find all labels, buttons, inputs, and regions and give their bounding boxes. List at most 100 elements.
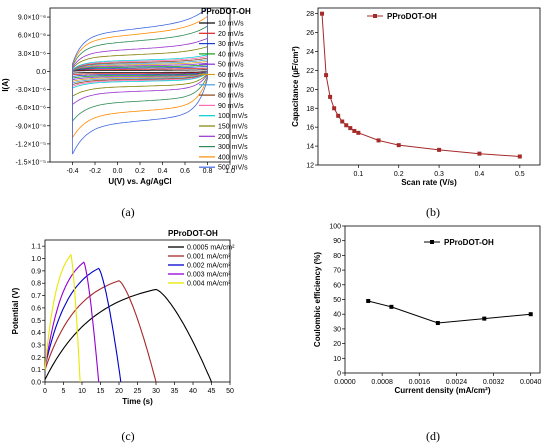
data-point [366,298,371,303]
data-point [376,138,381,143]
x-tick-label: 0.8 [203,168,213,175]
y-tick-label: 1.0 [31,256,41,263]
x-tick-label: 0.0024 [446,379,468,386]
data-point [517,154,522,159]
y-tick-label: 20 [306,87,314,94]
data-point [352,128,357,133]
y-tick-label: 14 [306,144,314,151]
y-tick-label: 18 [306,106,314,113]
y-tick-label: 0.5 [31,318,41,325]
gcd-curve [44,267,122,383]
gcd-curve [44,261,100,383]
data-point [348,126,353,131]
y-tick-label: 12 [306,163,314,170]
y-tick-label: 10 [333,356,341,363]
x-tick-label: -0.4 [66,168,78,175]
y-axis-label: I(A) [1,78,10,92]
x-tick-label: 45 [208,388,216,395]
plot-frame [344,225,541,374]
y-tick-label: 0.2 [31,355,41,362]
x-tick-label: 1.0 [225,168,235,175]
x-tick-label: 0.1 [353,171,363,178]
y-tick-label: 0.7 [31,293,41,300]
x-tick-label: 0.3 [434,171,444,178]
y-tick-label: 3.0×10⁻⁶ [18,51,46,58]
y-tick-label: 80 [333,253,341,260]
y-tick-label: -3.0×10⁻⁶ [15,87,46,94]
legend-label: 400 mV/s [218,154,248,161]
x-tick-label: 0.0040 [520,379,542,386]
x-tick-label: 5 [62,388,66,395]
y-axis-label: Capacitance (µF/cm²) [291,46,300,127]
y-tick-label: 16 [306,125,314,132]
data-point [389,304,394,309]
legend-label: 300 mV/s [218,144,248,151]
panel-caption: (a) [121,205,134,219]
data-point [328,94,333,99]
legend-label: 50 mV/s [218,62,244,69]
data-point [435,321,440,326]
data-point [356,130,361,135]
y-tick-label: 0.4 [31,330,41,337]
data-point [320,11,325,16]
y-tick-label: 26 [306,30,314,37]
panel-c: 0 5 10 15 20 25 30 35 40 45 50 0.0 0.1 0.2 0.3 0.4 0.5 0.… [11,229,235,443]
data-point [332,106,337,111]
y-tick-label: 22 [306,68,314,75]
data-point [340,119,345,124]
x-tick-label: 0.0008 [371,379,393,386]
y-tick-label: 0.0 [36,69,46,76]
data-point [437,147,442,152]
y-tick-label: 90 [333,238,341,245]
x-tick-label: 0.2 [135,168,145,175]
x-tick-label: 20 [115,388,123,395]
x-tick-label: 0.0000 [334,379,356,386]
legend-label: 30 mV/s [218,41,244,48]
legend-label: PProDOT-OH [444,238,494,247]
y-tick-label: 70 [333,268,341,275]
cv-curves [72,8,208,155]
legend-title: PProDOT-OH [201,7,251,16]
y-tick-label: 0 [337,371,341,378]
x-axis-label: Scan rate (V/s) [401,178,457,187]
x-axis-label: U(V) vs. Ag/AgCl [108,177,171,186]
legend-label: 90 mV/s [218,103,244,110]
x-tick-label: 0.0 [113,168,123,175]
data-point [324,73,329,78]
y-tick-label: 30 [333,326,341,333]
cv-curve [72,54,208,89]
y-tick-label: -1.2×10⁻⁵ [15,141,46,148]
x-tick-label: -0.2 [89,168,101,175]
legend-label: 80 mV/s [218,93,244,100]
legend-label: PProDOT-OH [387,12,437,21]
y-tick-label: 60 [333,282,341,289]
gcd-curve [44,288,213,383]
cv-curve [72,45,208,97]
legend-marker [373,14,377,18]
legend-label: 20 mV/s [218,31,244,38]
y-tick-label: -1.5×10⁻⁵ [15,160,46,167]
x-tick-label: 50 [226,388,234,395]
gcd-curve [44,253,81,383]
legend-label: 0.002 mA/cm² [187,263,231,270]
x-tick-label: 30 [152,388,160,395]
y-tick-label: 0.9 [31,268,41,275]
y-tick-label: 0.8 [31,281,41,288]
panel-caption: (c) [121,429,134,443]
x-tick-label: 40 [189,388,197,395]
legend-label: 10 mV/s [218,21,244,28]
y-tick-label: 0.0 [31,380,41,387]
y-tick-label: 6.0×10⁻⁶ [18,33,46,40]
legend-label: 0.004 mA/cm² [187,281,231,288]
x-tick-label: 0.4 [158,168,168,175]
x-axis-label: Current density (mA/cm²) [394,386,490,395]
x-tick-label: 25 [134,388,142,395]
legend-label: 150 mV/s [218,124,248,131]
legend-label: 500 mV/s [218,165,248,172]
panel-caption: (d) [426,429,440,443]
data-point [344,123,349,128]
panel-b: 0.1 0.2 0.3 0.4 0.5 12 14 16 18 20 22 24 26 28 Scan ra… [291,7,541,219]
legend-label: 40 mV/s [218,51,244,58]
plot-frame [317,7,541,166]
